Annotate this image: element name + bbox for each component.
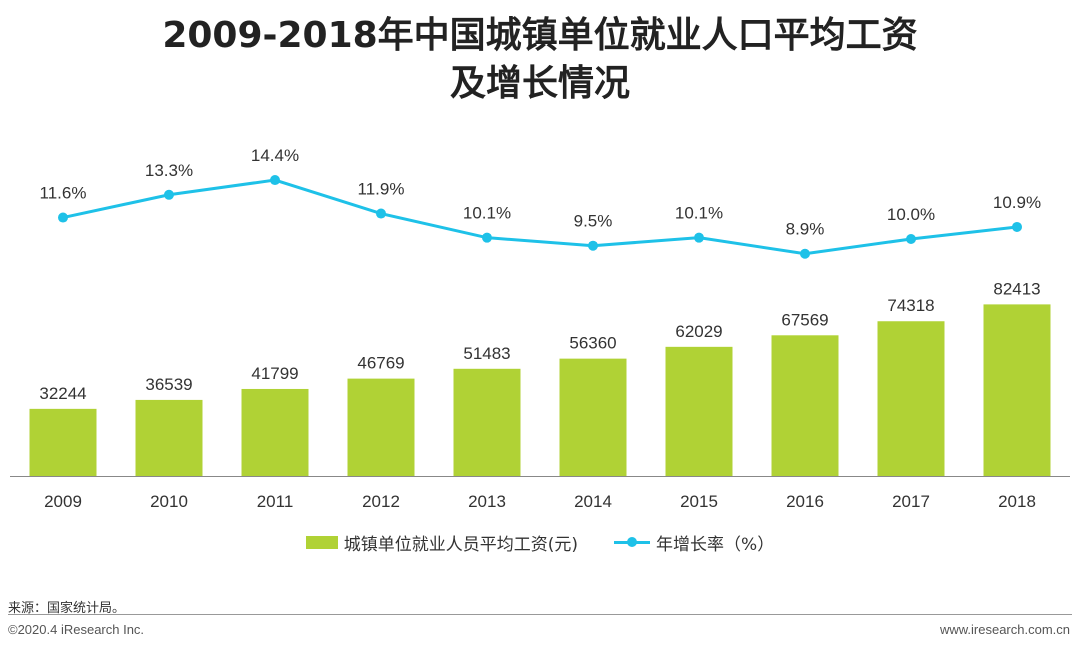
growth-label-2015: 10.1% [675, 204, 723, 223]
bar-value-label-2014: 56360 [569, 334, 616, 353]
x-tick-label-2015: 2015 [680, 492, 718, 511]
x-tick-label-2010: 2010 [150, 492, 188, 511]
legend-item-wage: 城镇单位就业人员平均工资(元) [305, 530, 579, 555]
title-line-2: 及增长情况 [449, 63, 630, 104]
growth-label-2017: 10.0% [887, 205, 935, 224]
chart-legend: 城镇单位就业人员平均工资(元) 年增长率（%） [0, 530, 1080, 555]
bar-value-label-2010: 36539 [145, 375, 192, 394]
bar-2018 [983, 304, 1051, 476]
growth-point-2012 [376, 208, 386, 219]
bar-2009 [29, 408, 97, 476]
bar-2010 [135, 399, 203, 476]
growth-label-2018: 10.9% [993, 193, 1041, 212]
legend-item-growth: 年增长率（%） [614, 530, 774, 555]
chart-title: 2009-2018年中国城镇单位就业人口平均工资 及增长情况 [0, 12, 1080, 108]
bar-2014 [559, 358, 627, 476]
x-tick-label-2012: 2012 [362, 492, 400, 511]
bar-value-label-2017: 74318 [887, 296, 934, 315]
growth-point-2017 [906, 234, 916, 244]
bar-2011 [241, 388, 309, 476]
growth-label-2014: 9.5% [574, 212, 613, 231]
legend-line-swatch [614, 536, 651, 549]
growth-point-2010 [164, 189, 174, 200]
x-tick-label-2009: 2009 [44, 492, 82, 511]
growth-point-2013 [482, 232, 492, 243]
bar-value-label-2015: 62029 [675, 322, 722, 341]
x-tick-label-2013: 2013 [468, 492, 506, 511]
x-tick-label-2016: 2016 [786, 492, 824, 511]
growth-point-2015 [694, 232, 704, 243]
growth-point-2009 [58, 212, 68, 223]
footer-divider [8, 614, 1072, 615]
x-tick-label-2011: 2011 [257, 492, 294, 511]
growth-label-2009: 11.6% [40, 184, 87, 203]
bar-2015 [665, 346, 733, 476]
bar-value-label-2011: 41799 [251, 364, 298, 383]
legend-bar-swatch [305, 536, 338, 549]
bar-value-label-2018: 82413 [993, 279, 1040, 298]
x-tick-label-2014: 2014 [574, 492, 612, 511]
growth-point-2016 [800, 248, 810, 259]
legend-wage-label: 城镇单位就业人员平均工资(元) [343, 535, 579, 555]
bar-value-label-2012: 46769 [357, 354, 404, 373]
growth-label-2011: 14.4% [251, 146, 299, 165]
growth-label-2016: 8.9% [786, 220, 825, 239]
source-note: 来源：国家统计局。 [8, 601, 126, 616]
bar-value-label-2009: 32244 [39, 384, 86, 403]
growth-point-2014 [588, 240, 598, 251]
growth-rate-line [62, 178, 1018, 256]
legend-growth-label: 年增长率（%） [656, 535, 775, 555]
x-tick-label-2018: 2018 [998, 492, 1036, 511]
bar-value-label-2013: 51483 [463, 344, 510, 363]
bar-2013 [453, 368, 521, 476]
growth-label-2010: 13.3% [145, 161, 193, 180]
growth-point-2011 [270, 175, 280, 186]
title-line-1: 2009-2018年中国城镇单位就业人口平均工资 [162, 15, 918, 56]
growth-point-2018 [1012, 221, 1022, 232]
copyright: ©2020.4 iResearch Inc. [8, 622, 145, 637]
bar-2017 [877, 321, 945, 476]
growth-label-2012: 11.9% [358, 180, 405, 199]
bar-value-label-2016: 67569 [781, 310, 828, 329]
growth-label-2013: 10.1% [463, 204, 511, 223]
website-link[interactable]: www.iresearch.com.cn [939, 622, 1070, 637]
bar-2012 [347, 378, 415, 476]
bar-2016 [771, 335, 839, 476]
x-tick-label-2017: 2017 [892, 492, 930, 511]
